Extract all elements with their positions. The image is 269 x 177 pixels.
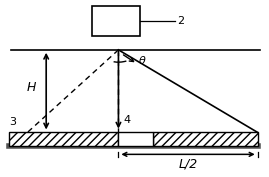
Text: θ: θ <box>139 56 146 66</box>
Text: L/2: L/2 <box>178 158 198 170</box>
Bar <box>92 6 140 36</box>
Bar <box>9 132 118 146</box>
Text: 2: 2 <box>177 16 185 26</box>
Bar <box>118 132 153 146</box>
Bar <box>153 132 258 146</box>
Text: H: H <box>27 81 36 94</box>
Text: 3: 3 <box>9 117 16 127</box>
Text: 4: 4 <box>124 115 131 125</box>
